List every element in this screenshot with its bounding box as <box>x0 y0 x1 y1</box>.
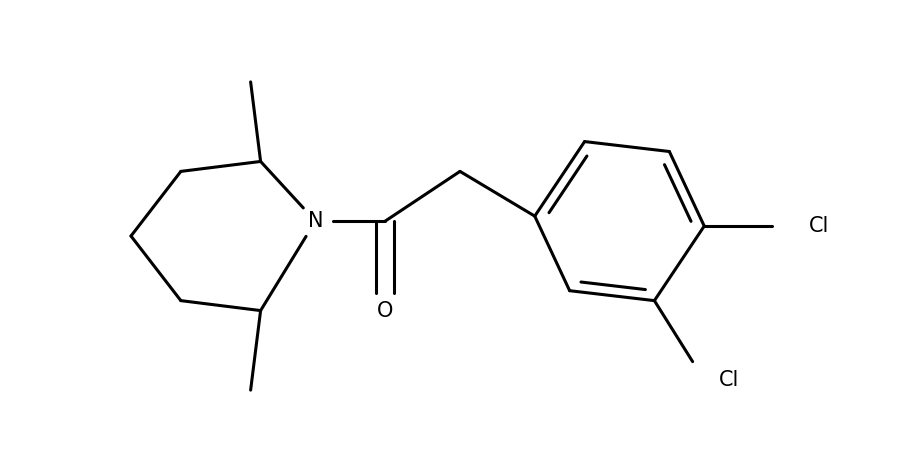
Text: O: O <box>377 300 394 320</box>
Text: Cl: Cl <box>809 216 829 236</box>
Text: Cl: Cl <box>719 370 740 390</box>
Text: N: N <box>307 211 324 231</box>
